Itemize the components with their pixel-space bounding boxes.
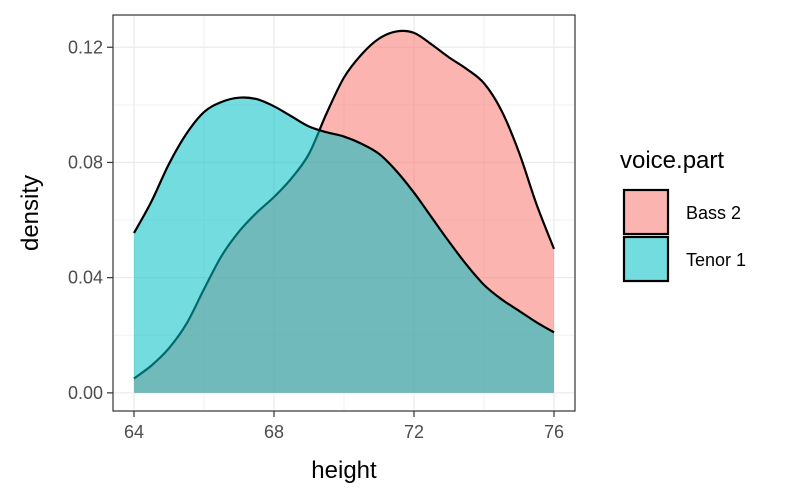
x-tick-label: 76 [544,422,564,442]
y-axis-title: density [17,175,44,251]
legend-items: Bass 2 Tenor 1 [622,188,746,283]
x-tick-label: 68 [264,422,284,442]
x-axis-title: height [311,457,377,484]
density-areas [133,29,556,393]
legend-label-bass-2: Bass 2 [686,203,741,223]
y-tick-label: 0.12 [68,37,103,57]
density-area-tenor-1 [134,97,554,393]
y-tick-label: 0.00 [68,383,103,403]
y-tick-label: 0.04 [68,268,103,288]
legend-key-bass-2 [622,188,670,236]
legend-key-tenor-1 [622,235,670,283]
y-tick-label: 0.08 [68,152,103,172]
legend-title: voice.part [620,147,724,174]
density-line-tenor-1 [133,96,555,334]
x-tick-label: 72 [404,422,424,442]
x-axis: 64 68 72 76 [124,411,564,442]
y-axis: 0.00 0.04 0.08 0.12 [68,37,113,403]
plot-panel-border [112,14,576,412]
legend-label-tenor-1: Tenor 1 [686,250,746,270]
x-tick-label: 64 [124,422,144,442]
legend: voice.part Bass 2 Tenor 1 [620,147,746,283]
